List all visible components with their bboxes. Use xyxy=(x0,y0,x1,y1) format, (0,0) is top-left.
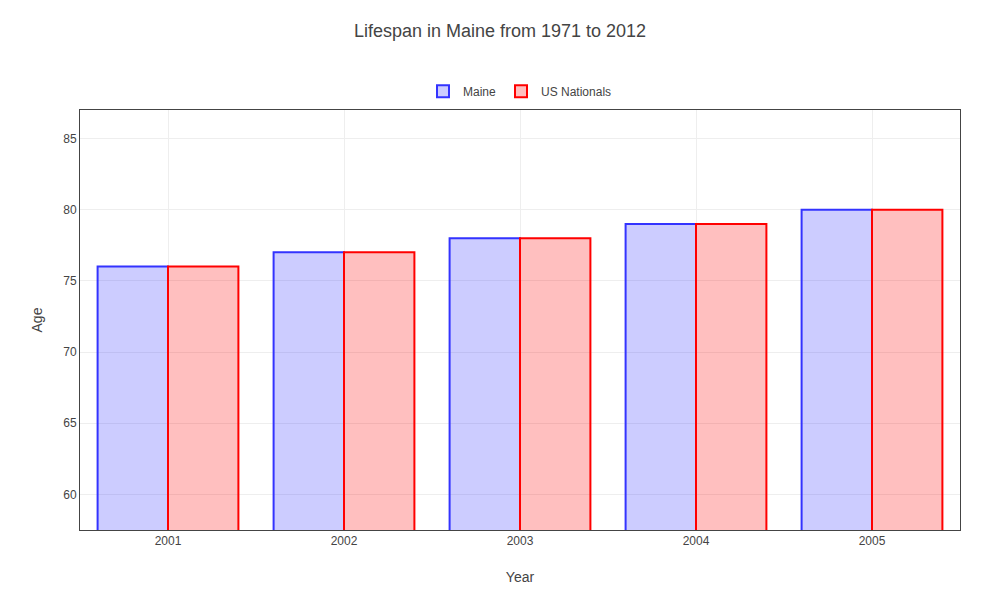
svg-text:Lifespan in Maine from 1971 to: Lifespan in Maine from 1971 to 2012 xyxy=(354,21,646,41)
svg-text:75: 75 xyxy=(63,274,77,288)
svg-text:US Nationals: US Nationals xyxy=(541,85,611,99)
svg-text:2003: 2003 xyxy=(507,534,534,548)
svg-text:60: 60 xyxy=(63,488,77,502)
svg-text:2005: 2005 xyxy=(859,534,886,548)
svg-text:2002: 2002 xyxy=(331,534,358,548)
svg-text:2004: 2004 xyxy=(683,534,710,548)
svg-text:Maine: Maine xyxy=(463,85,496,99)
svg-text:Year: Year xyxy=(506,569,535,585)
svg-text:85: 85 xyxy=(63,132,77,146)
svg-text:80: 80 xyxy=(63,203,77,217)
svg-text:2001: 2001 xyxy=(155,534,182,548)
svg-text:70: 70 xyxy=(63,345,77,359)
svg-text:Age: Age xyxy=(29,307,45,332)
svg-text:65: 65 xyxy=(63,416,77,430)
